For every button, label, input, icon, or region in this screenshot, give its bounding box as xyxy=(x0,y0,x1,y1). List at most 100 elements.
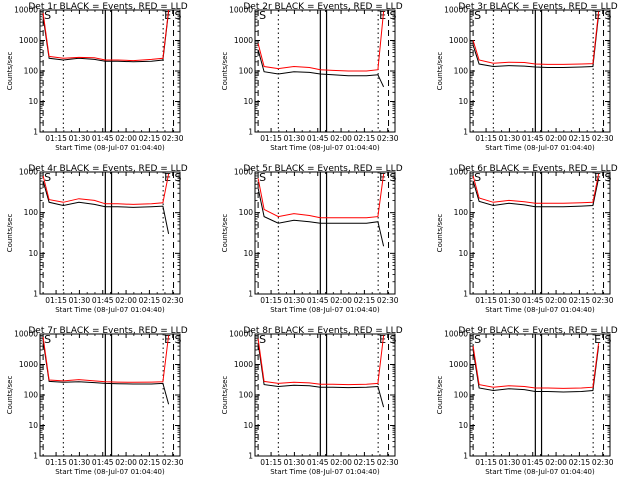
y-tick-label: 1000 xyxy=(234,360,253,369)
plot-frame xyxy=(254,171,396,295)
x-tick-label: 01:30 xyxy=(499,134,521,143)
series-line-lld xyxy=(42,335,170,383)
y-tick-label: 100 xyxy=(239,208,254,217)
y-axis-label: Counts/sec xyxy=(436,214,444,253)
x-tick-label: 01:15 xyxy=(260,458,282,467)
y-tick-label: 1 xyxy=(463,290,468,299)
x-tick-label: 02:00 xyxy=(330,458,352,467)
y-axis-label: Counts/sec xyxy=(436,52,444,91)
panel-7: Det 7r BLACK = Events, RED = LLD 1 10 100 10… xyxy=(6,326,188,476)
y-tick-label: 10 xyxy=(28,97,38,106)
series-line-events xyxy=(472,14,600,68)
x-tick-label: 02:00 xyxy=(330,134,352,143)
y-tick-label: 10000 xyxy=(14,330,38,339)
y-axis-label: Counts/sec xyxy=(6,52,14,91)
y-tick-label: 100 xyxy=(24,208,39,217)
series-line-events xyxy=(472,346,600,393)
y-axis-label: Counts/sec xyxy=(6,376,14,415)
y-tick-label: 100 xyxy=(24,391,39,400)
x-tick-label: 02:00 xyxy=(545,296,567,305)
series-line-lld xyxy=(42,9,170,62)
x-tick-label: 01:15 xyxy=(45,296,67,305)
y-tick-label: 1000 xyxy=(234,36,253,45)
flag-label: S xyxy=(175,333,182,346)
x-tick-label: 01:45 xyxy=(307,296,329,305)
y-tick-label: 10000 xyxy=(444,6,468,15)
x-tick-label: 01:15 xyxy=(475,134,497,143)
flag-label: S xyxy=(44,333,51,346)
series-line-lld xyxy=(257,173,385,219)
flag-label: S xyxy=(259,9,266,22)
x-tick-label: 01:30 xyxy=(499,296,521,305)
plot-frame xyxy=(39,333,181,457)
series-line-events xyxy=(257,188,385,247)
plot-frame xyxy=(39,171,181,295)
plot-frame xyxy=(39,9,181,133)
flag-label: E xyxy=(379,9,386,22)
y-tick-label: 10000 xyxy=(444,330,468,339)
x-tick-label: 02:30 xyxy=(162,134,184,143)
x-tick-label: 01:15 xyxy=(45,134,67,143)
y-axis-label: Counts/sec xyxy=(221,214,229,253)
panel-title: Det 1r BLACK = Events, RED = LLD xyxy=(28,2,187,12)
x-axis-label: Start Time (08-Jul-07 01:04:40) xyxy=(485,144,595,152)
y-tick-label: 1 xyxy=(33,452,38,461)
panel-1: Det 1r BLACK = Events, RED = LLD 1 10 100 10… xyxy=(6,2,188,152)
panel-title: Det 5r BLACK = Events, RED = LLD xyxy=(243,164,402,174)
x-tick-label: 02:30 xyxy=(377,296,399,305)
x-tick-label: 02:30 xyxy=(592,296,614,305)
flag-label: S xyxy=(390,9,397,22)
x-tick-label: 01:30 xyxy=(284,296,306,305)
series-line-events xyxy=(42,11,170,63)
x-tick-label: 02:15 xyxy=(569,296,591,305)
series-line-events xyxy=(257,343,385,408)
flag-label: E xyxy=(594,333,601,346)
x-tick-label: 02:00 xyxy=(115,296,137,305)
y-axis-label: Counts/sec xyxy=(6,214,14,253)
plot-frame xyxy=(469,9,611,133)
y-tick-label: 1000 xyxy=(449,168,468,177)
y-axis-label: Counts/sec xyxy=(221,376,229,415)
y-tick-label: 10000 xyxy=(229,330,253,339)
x-tick-label: 01:45 xyxy=(522,134,544,143)
panel-9: Det 9r BLACK = Events, RED = LLD 1 10 100 10… xyxy=(436,326,618,476)
x-tick-label: 01:30 xyxy=(69,134,91,143)
panel-6: Det 6r BLACK = Events, RED = LLD 1 10 100 10… xyxy=(436,164,618,314)
x-tick-label: 01:15 xyxy=(475,296,497,305)
panel-title: Det 4r BLACK = Events, RED = LLD xyxy=(28,164,187,174)
flag-label: S xyxy=(474,171,481,184)
y-tick-label: 1000 xyxy=(449,360,468,369)
panel-5: Det 5r BLACK = Events, RED = LLD 1 10 100 10… xyxy=(221,164,403,314)
flag-label: S xyxy=(390,171,397,184)
x-tick-label: 01:45 xyxy=(92,296,114,305)
panel-2: Det 2r BLACK = Events, RED = LLD 1 10 100 10… xyxy=(221,2,403,152)
y-tick-label: 10000 xyxy=(14,6,38,15)
x-tick-label: 02:30 xyxy=(592,458,614,467)
x-tick-label: 02:15 xyxy=(139,134,161,143)
y-tick-label: 10 xyxy=(243,249,253,258)
panel-title: Det 8r BLACK = Events, RED = LLD xyxy=(243,326,402,336)
flag-label: S xyxy=(175,9,182,22)
panel-title: Det 2r BLACK = Events, RED = LLD xyxy=(243,2,402,12)
series-line-lld xyxy=(42,173,170,205)
y-tick-label: 100 xyxy=(24,67,39,76)
x-tick-label: 02:30 xyxy=(377,458,399,467)
y-tick-label: 1000 xyxy=(234,168,253,177)
x-axis-label: Start Time (08-Jul-07 01:04:40) xyxy=(270,144,380,152)
x-tick-label: 02:30 xyxy=(162,458,184,467)
plot-frame xyxy=(254,333,396,457)
x-tick-label: 01:15 xyxy=(260,296,282,305)
panel-4: Det 4r BLACK = Events, RED = LLD 1 10 100 10… xyxy=(6,164,188,314)
flag-label: S xyxy=(605,333,612,346)
x-axis-label: Start Time (08-Jul-07 01:04:40) xyxy=(55,144,165,152)
x-axis-label: Start Time (08-Jul-07 01:04:40) xyxy=(270,306,380,314)
y-tick-label: 10 xyxy=(458,421,468,430)
series-line-events xyxy=(42,180,170,235)
flag-label: S xyxy=(44,9,51,22)
x-tick-label: 02:00 xyxy=(115,134,137,143)
x-tick-label: 01:15 xyxy=(475,458,497,467)
x-tick-label: 02:00 xyxy=(330,296,352,305)
y-tick-label: 1000 xyxy=(19,36,38,45)
x-tick-label: 01:30 xyxy=(69,296,91,305)
x-axis-label: Start Time (08-Jul-07 01:04:40) xyxy=(270,468,380,476)
